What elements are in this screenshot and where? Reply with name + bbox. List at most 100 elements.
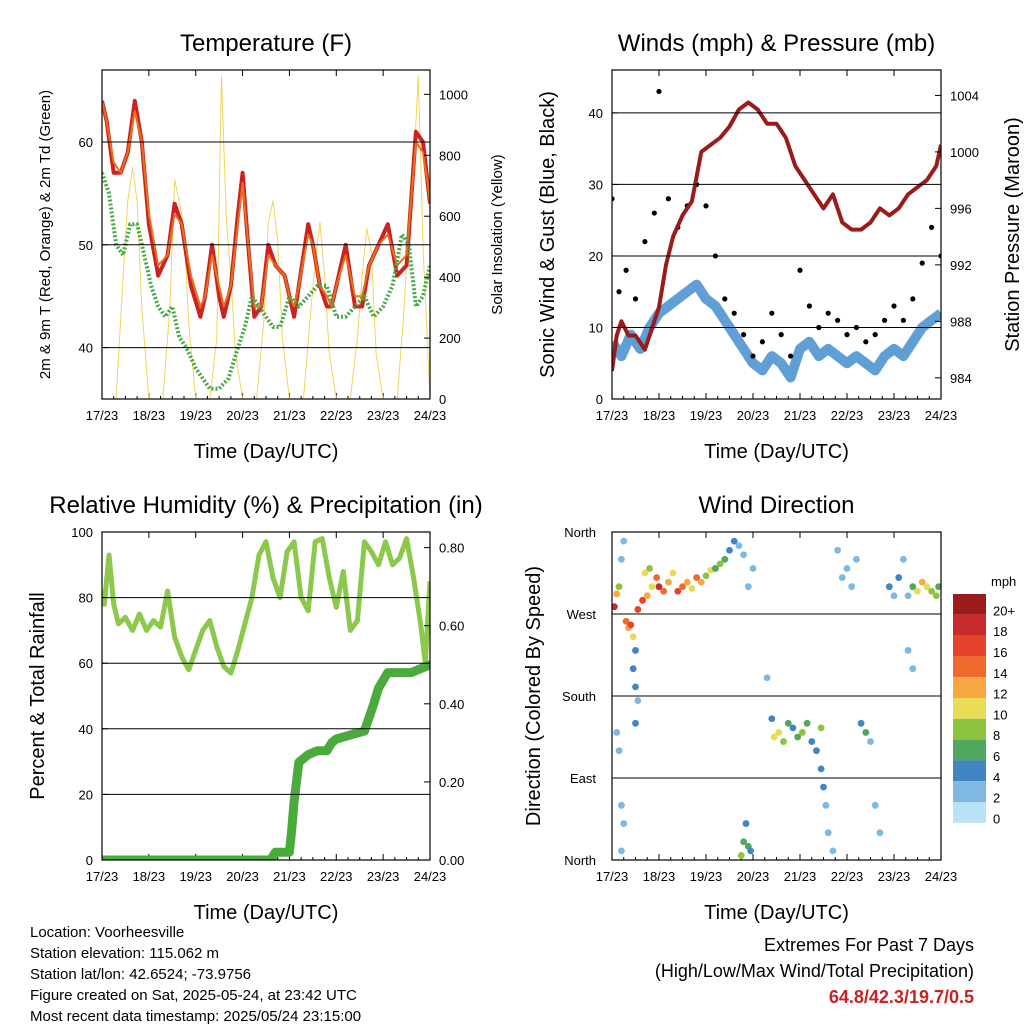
colorbar-swatch bbox=[953, 614, 986, 636]
temperature-xtick-label: 19/23 bbox=[179, 408, 212, 423]
direction-point bbox=[622, 617, 630, 625]
direction-point bbox=[923, 583, 931, 591]
humidity-ytick-right-label: 0.00 bbox=[439, 853, 464, 868]
gust-point bbox=[835, 317, 841, 323]
wind_direction-xtick-label: 24/23 bbox=[925, 869, 958, 884]
direction-point bbox=[613, 729, 621, 736]
gust-point bbox=[731, 310, 737, 316]
direction-point bbox=[693, 574, 700, 581]
series-line-9m-t bbox=[102, 100, 430, 308]
wind_direction-ylabel: Direction (Colored By Speed) bbox=[523, 566, 545, 826]
gust-point bbox=[632, 296, 639, 302]
temperature-ytick-right-label: 200 bbox=[439, 331, 461, 346]
wind_direction-ytick-label: West bbox=[567, 607, 597, 622]
wind_direction-title: Wind Direction bbox=[698, 492, 854, 519]
direction-point bbox=[904, 647, 912, 654]
humidity-xtick-label: 24/23 bbox=[414, 869, 447, 884]
series-line-2m-td bbox=[102, 172, 430, 391]
temperature-xtick-label: 20/23 bbox=[226, 408, 259, 423]
direction-point bbox=[643, 592, 651, 600]
direction-point bbox=[857, 719, 865, 727]
direction-point bbox=[871, 801, 879, 809]
gust-point bbox=[863, 339, 869, 345]
colorbar-label: 4 bbox=[993, 770, 1000, 785]
gust-point bbox=[778, 332, 784, 338]
humidity-xtick-label: 17/23 bbox=[86, 869, 119, 884]
gust-point bbox=[750, 353, 756, 359]
direction-point bbox=[813, 747, 820, 755]
humidity-frame bbox=[101, 531, 431, 861]
temperature-ylabel-right: Solar Insolation (Yellow) bbox=[489, 154, 506, 314]
temperature-xtick-label: 22/23 bbox=[320, 408, 353, 423]
humidity-xtick-label: 20/23 bbox=[226, 869, 259, 884]
gust-point bbox=[844, 332, 850, 338]
wind_direction-xtick-label: 22/23 bbox=[831, 869, 864, 884]
colorbar-label: 20+ bbox=[993, 603, 1015, 618]
gust-point bbox=[919, 260, 925, 266]
colorbar-swatch bbox=[953, 718, 986, 740]
winds-xtick-label: 17/23 bbox=[596, 408, 629, 423]
wind_direction-xtick-label: 21/23 bbox=[784, 869, 817, 884]
gust-point bbox=[882, 317, 888, 323]
gust-point bbox=[612, 196, 615, 202]
direction-point bbox=[867, 738, 874, 745]
direction-point bbox=[742, 820, 750, 827]
direction-point bbox=[655, 583, 663, 591]
colorbar-label: 8 bbox=[993, 728, 1000, 743]
direction-point bbox=[895, 574, 903, 581]
direction-point bbox=[784, 719, 792, 727]
winds-xtick-label: 22/23 bbox=[831, 408, 864, 423]
direction-point bbox=[935, 583, 941, 591]
gust-point bbox=[929, 224, 935, 230]
humidity-ytick-right-label: 0.40 bbox=[439, 697, 464, 712]
series-line-station-pressure bbox=[612, 100, 941, 372]
direction-point bbox=[900, 555, 907, 563]
direction-point bbox=[803, 719, 811, 727]
gust-point bbox=[825, 310, 831, 316]
direction-point bbox=[918, 578, 926, 586]
direction-point bbox=[775, 729, 783, 736]
temperature-ytick-right-label: 0 bbox=[439, 392, 446, 407]
direction-point bbox=[843, 565, 851, 572]
direction-point bbox=[770, 733, 778, 741]
direction-point bbox=[629, 665, 637, 673]
direction-point bbox=[914, 587, 921, 595]
direction-point bbox=[641, 569, 649, 577]
direction-point bbox=[822, 801, 830, 809]
winds-xtick-label: 20/23 bbox=[737, 408, 770, 423]
humidity-ylabel: Percent & Total Rainfall bbox=[27, 592, 49, 800]
extremes-title: Extremes For Past 7 Days bbox=[763, 935, 974, 955]
wind_direction-xtick-label: 19/23 bbox=[690, 869, 723, 884]
humidity-ytick-label: 60 bbox=[79, 656, 93, 671]
temperature-xlabel: Time (Day/UTC) bbox=[194, 441, 339, 463]
direction-point bbox=[627, 621, 635, 629]
extremes-panel: Extremes For Past 7 Days (High/Low/Max W… bbox=[655, 932, 974, 1010]
winds-ytick-right-label: 996 bbox=[950, 201, 972, 216]
direction-point bbox=[688, 585, 696, 592]
station-location: Location: Voorheesville bbox=[30, 924, 185, 941]
winds-xtick-label: 24/23 bbox=[925, 408, 958, 423]
gust-point bbox=[722, 296, 728, 302]
winds-ylabel: Sonic Wind & Gust (Blue, Black) bbox=[537, 91, 559, 378]
direction-point bbox=[909, 665, 917, 673]
direction-point bbox=[820, 783, 827, 791]
series-line-relative-humidity bbox=[102, 536, 430, 676]
humidity-panel: Relative Humidity (%) & Precipitation (i… bbox=[27, 492, 483, 924]
gust-point bbox=[900, 317, 907, 323]
direction-point bbox=[848, 583, 856, 591]
winds-plot-area bbox=[612, 88, 941, 383]
temperature-ytick-right-label: 400 bbox=[439, 270, 461, 285]
gust-point bbox=[910, 296, 916, 302]
temperature-frame bbox=[101, 69, 431, 400]
wind_direction-ytick-label: North bbox=[564, 525, 596, 540]
direction-point bbox=[683, 578, 691, 586]
gust-point bbox=[759, 339, 766, 345]
direction-point bbox=[653, 574, 661, 581]
direction-point bbox=[618, 801, 625, 809]
direction-point bbox=[632, 683, 639, 691]
data-timestamp: Most recent data timestamp: 2025/05/24 2… bbox=[30, 1008, 362, 1025]
station-latlon: Station lat/lon: 42.6524; -73.9756 bbox=[30, 966, 252, 983]
series-line-sonic-wind bbox=[612, 279, 941, 383]
direction-point bbox=[726, 546, 733, 554]
